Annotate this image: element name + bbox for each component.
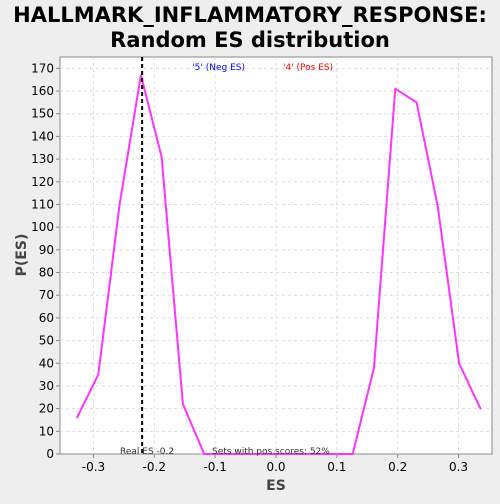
real-es-label: Real ES -0.2 bbox=[120, 447, 174, 457]
x-tick-label: 0.1 bbox=[327, 460, 346, 474]
x-tick-label: -0.3 bbox=[82, 460, 105, 474]
x-tick-label: -0.1 bbox=[203, 460, 226, 474]
x-tick-label: -0.2 bbox=[143, 460, 166, 474]
data-point bbox=[76, 416, 78, 419]
data-point bbox=[224, 453, 227, 455]
y-tick-label: 170 bbox=[31, 61, 54, 75]
y-tick-label: 60 bbox=[39, 311, 54, 325]
data-point bbox=[351, 453, 354, 455]
y-tick-label: 90 bbox=[39, 243, 54, 257]
pos-scores-label: Sets with pos scores: 52% bbox=[212, 447, 330, 457]
x-tick-label: 0.3 bbox=[449, 460, 468, 474]
data-point bbox=[479, 407, 482, 410]
data-point bbox=[415, 101, 418, 104]
y-tick-label: 50 bbox=[39, 334, 54, 348]
x-tick-label: 0.0 bbox=[266, 460, 285, 474]
y-tick-label: 150 bbox=[31, 107, 54, 121]
data-point bbox=[458, 362, 460, 365]
data-point bbox=[97, 373, 100, 376]
data-point bbox=[245, 453, 248, 455]
tick-layer: 0 10 20 30 40 50 60 70 80 90 100 110 120 130 140 150 160… bbox=[31, 61, 468, 474]
y-tick-label: 110 bbox=[31, 197, 54, 211]
y-tick-label: 70 bbox=[39, 288, 54, 302]
y-tick-label: 120 bbox=[31, 175, 54, 189]
y-tick-label: 80 bbox=[39, 266, 54, 280]
data-point bbox=[437, 205, 439, 208]
data-point bbox=[394, 87, 397, 90]
y-tick-label: 140 bbox=[31, 129, 54, 143]
y-tick-label: 40 bbox=[39, 356, 54, 370]
x-tick-label: 0.2 bbox=[388, 460, 407, 474]
series-layer bbox=[76, 74, 482, 455]
data-point bbox=[118, 203, 121, 206]
legend-neg-es: '5' (Neg ES) bbox=[192, 63, 245, 73]
legend-pos-es: '4' (Pos ES) bbox=[283, 63, 333, 73]
chart-title-line2: Random ES distribution bbox=[110, 28, 390, 52]
y-tick-label: 160 bbox=[31, 84, 54, 98]
data-point bbox=[203, 453, 206, 455]
data-point bbox=[309, 453, 311, 455]
y-tick-label: 20 bbox=[39, 402, 54, 416]
chart-title-line1: HALLMARK_INFLAMMATORY_RESPONSE: bbox=[13, 3, 487, 27]
y-tick-label: 10 bbox=[39, 424, 54, 438]
data-point bbox=[330, 453, 333, 455]
grid-layer bbox=[60, 57, 492, 454]
y-axis-label: P(ES) bbox=[14, 234, 30, 277]
data-point bbox=[160, 156, 163, 158]
data-point bbox=[288, 453, 291, 455]
y-tick-label: 0 bbox=[46, 447, 54, 461]
data-point bbox=[373, 366, 375, 369]
data-point bbox=[182, 403, 184, 405]
y-tick-label: 100 bbox=[31, 220, 54, 234]
x-axis-label: ES bbox=[266, 478, 286, 494]
y-tick-label: 130 bbox=[31, 152, 54, 166]
data-point bbox=[267, 453, 269, 455]
series-line bbox=[76, 74, 482, 455]
y-tick-label: 30 bbox=[39, 379, 54, 393]
